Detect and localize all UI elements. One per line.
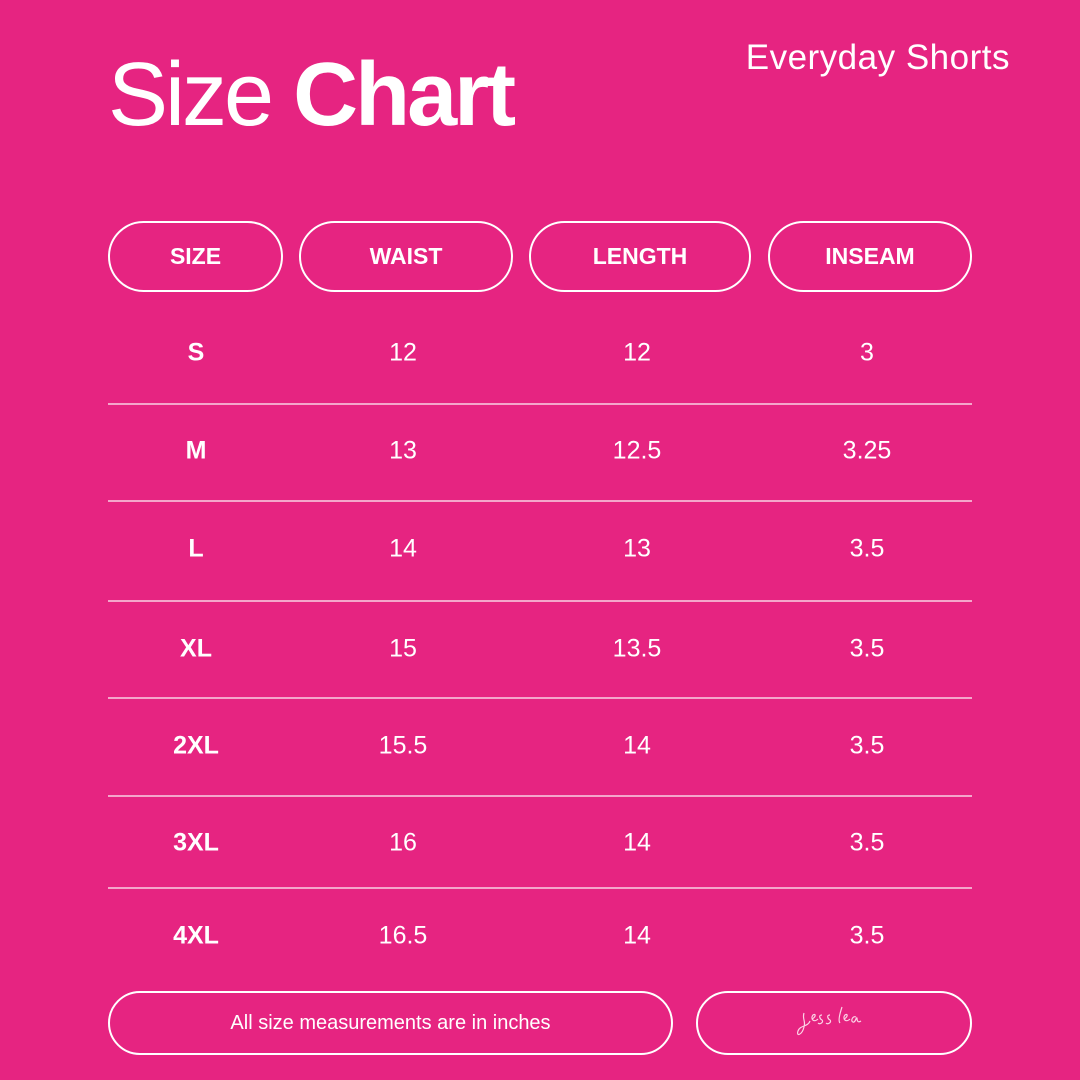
measurement-cell: 15.5	[378, 731, 428, 760]
size-label: M	[185, 436, 207, 465]
measurement-cell: 3.5	[849, 731, 885, 760]
measurement-cell: 16	[389, 828, 417, 857]
size-label: 4XL	[173, 921, 219, 950]
measurement-cell: 16.5	[378, 921, 428, 950]
measurement-cell: 3.5	[849, 534, 885, 563]
measurement-cell: 12.5	[612, 436, 662, 465]
measurement-cell: 12	[623, 338, 651, 367]
signature-box	[696, 991, 972, 1055]
measurement-cell: 15	[389, 634, 417, 663]
row-divider	[108, 403, 972, 405]
measurement-note-text: All size measurements are in inches	[230, 1011, 551, 1034]
page-title: Size Chart	[108, 50, 516, 140]
measurement-cell: 14	[623, 828, 651, 857]
title-light: Size	[108, 45, 274, 145]
column-header-waist: WAIST	[299, 221, 513, 292]
size-label: S	[187, 338, 205, 367]
column-header-inseam: INSEAM	[768, 221, 972, 292]
row-divider	[108, 500, 972, 502]
measurement-cell: 3	[860, 338, 874, 367]
size-label: 3XL	[173, 828, 219, 857]
measurement-cell: 3.5	[849, 921, 885, 950]
size-label: 2XL	[173, 731, 219, 760]
size-label: XL	[180, 634, 212, 663]
measurement-cell: 12	[389, 338, 417, 367]
measurement-note: All size measurements are in inches	[108, 991, 673, 1055]
row-divider	[108, 600, 972, 602]
measurement-cell: 14	[623, 731, 651, 760]
measurement-cell: 14	[623, 921, 651, 950]
measurement-cell: 3.5	[849, 828, 885, 857]
title-bold: Chart	[293, 45, 516, 145]
measurement-cell: 3.5	[849, 634, 885, 663]
size-label: L	[188, 534, 204, 563]
measurement-cell: 13	[623, 534, 651, 563]
measurement-cell: 13	[389, 436, 417, 465]
column-header-length: LENGTH	[529, 221, 751, 292]
row-divider	[108, 795, 972, 797]
measurement-cell: 3.25	[842, 436, 892, 465]
product-name: Everyday Shorts	[745, 38, 1010, 77]
column-header-size: SIZE	[108, 221, 283, 292]
signature-logo	[797, 1006, 862, 1036]
row-divider	[108, 887, 972, 889]
measurement-cell: 13.5	[612, 634, 662, 663]
row-divider	[108, 697, 972, 699]
measurement-cell: 14	[389, 534, 417, 563]
